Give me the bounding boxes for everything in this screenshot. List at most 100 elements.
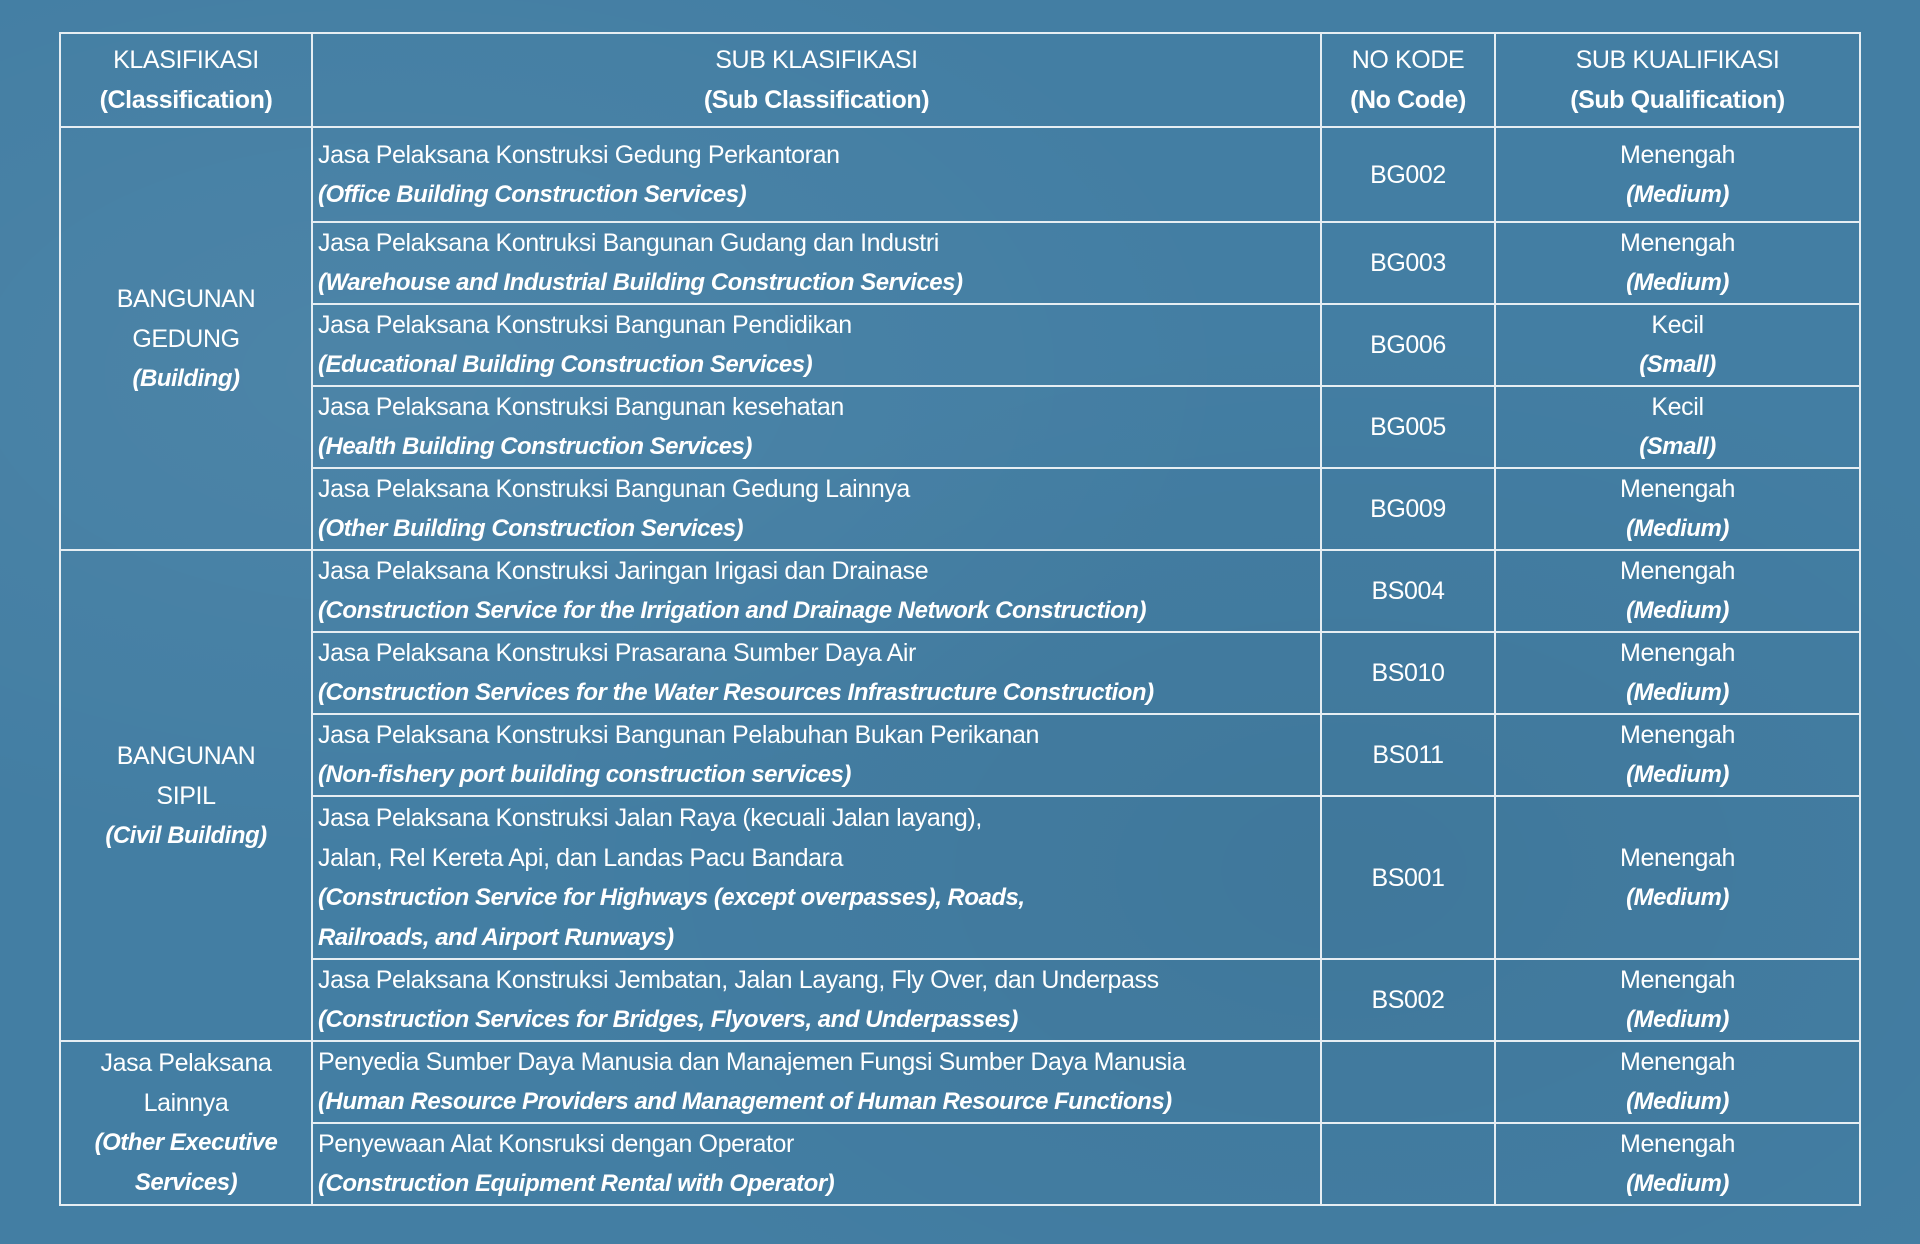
table-row: BANGUNAN GEDUNG (Building) Jasa Pelaksana K… [59, 126, 1861, 551]
sub-classification-en: (Educational Building Construction Servi… [318, 351, 813, 378]
classification-table: KLASIFIKASI (Classification) SUB KLASIFIK… [59, 32, 1861, 1206]
sub-classification-id: Penyedia Sumber Daya Manusia dan Manajem… [318, 1048, 1186, 1076]
table-row: Jasa Pelaksana Konstruksi Bangunan Gedun… [60, 467, 1861, 551]
header-text-en: (Classification) [99, 86, 273, 114]
classification-name-en: (Other Executive [94, 1129, 278, 1156]
sub-classification-en: (Construction Service for Highways (exce… [318, 883, 1025, 911]
classification-cell: BANGUNAN GEDUNG (Building) [59, 126, 313, 551]
qualification-cell: Menengah (Medium) [1494, 221, 1861, 305]
sub-classification-en: (Office Building Construction Services) [318, 180, 747, 208]
code-cell [1320, 1122, 1496, 1206]
header-text: SUB KUALIFIKASI [1575, 46, 1780, 74]
sub-classification-cell: Jasa Pelaksana Konstruksi Prasarana Sumb… [311, 631, 1322, 715]
sub-classification-cell: Jasa Pelaksana Konstruksi Jaringan Iriga… [311, 549, 1322, 633]
sub-classification-id: Penyewaan Alat Konsruksi dengan Operator [318, 1130, 794, 1158]
table-row: Jasa Pelaksana Konstruksi Prasarana Sumb… [60, 631, 1861, 715]
qualification-cell: Kecil (Small) [1494, 385, 1861, 469]
qualification-en: (Medium) [1626, 883, 1729, 911]
qualification-cell: Menengah (Medium) [1494, 795, 1861, 960]
sub-classification-cell: Jasa Pelaksana Konstruksi Bangunan keseh… [311, 385, 1322, 469]
code: BS002 [1371, 986, 1445, 1014]
classification-name: BANGUNAN [116, 284, 256, 313]
qualification-en: (Medium) [1626, 1006, 1729, 1033]
sub-classification-cell: Jasa Pelaksana Kontruksi Bangunan Gudang… [311, 221, 1322, 305]
header-text: SUB KLASIFIKASI [715, 46, 918, 74]
header-sub-qualification: SUB KUALIFIKASI (Sub Qualification) [1494, 32, 1861, 128]
qualification: Menengah [1620, 475, 1735, 503]
sub-classification-en: (Health Building Construction Services) [318, 433, 752, 460]
qualification: Menengah [1620, 721, 1735, 749]
table-row: Jasa Pelaksana Lainnya (Other Executive Ser… [59, 1040, 1861, 1206]
code: BS011 [1372, 741, 1444, 769]
code: BG002 [1370, 160, 1446, 189]
qualification: Menengah [1620, 639, 1735, 667]
classification-name-en: (Building) [132, 364, 240, 392]
code-cell: BS010 [1320, 631, 1496, 715]
code-cell: BG005 [1320, 385, 1496, 469]
sub-classification-en: (Non-fishery port building construction … [318, 761, 851, 788]
sub-classification-en: (Construction Services for the Water Res… [318, 679, 1154, 706]
qualification-cell: Menengah (Medium) [1494, 631, 1861, 715]
classification-name: BANGUNAN [116, 741, 256, 770]
sub-classification-cell: Jasa Pelaksana Konstruksi Jembatan, Jala… [311, 958, 1322, 1042]
qualification: Menengah [1620, 229, 1735, 257]
qualification-cell: Menengah (Medium) [1494, 958, 1861, 1042]
table-row: Jasa Pelaksana Kontruksi Bangunan Gudang… [60, 221, 1861, 305]
header-row: KLASIFIKASI (Classification) SUB KLASIFIK… [59, 32, 1861, 128]
code: BS010 [1371, 659, 1445, 687]
qualification-cell: Kecil (Small) [1494, 303, 1861, 387]
table-row: Jasa Pelaksana Konstruksi Bangunan Pelab… [60, 713, 1861, 797]
table-row: Jasa Pelaksana Konstruksi Jembatan, Jala… [60, 958, 1861, 1042]
sub-classification-cell: Penyewaan Alat Konsruksi dengan Operator… [311, 1122, 1322, 1206]
sub-classification-cell: Jasa Pelaksana Konstruksi Gedung Perkant… [311, 126, 1322, 223]
code: BS004 [1371, 577, 1445, 605]
sub-classification-en: (Human Resource Providers and Management… [318, 1088, 1172, 1115]
qualification-cell: Menengah (Medium) [1494, 1122, 1861, 1206]
sub-classification-id: Jasa Pelaksana Konstruksi Bangunan Gedun… [318, 475, 910, 503]
sub-classification-id: Jasa Pelaksana Konstruksi Jembatan, Jala… [318, 966, 1159, 994]
code: BG003 [1370, 249, 1446, 277]
code-cell: BS011 [1320, 713, 1496, 797]
sub-classification-cell: Jasa Pelaksana Konstruksi Jalan Raya (ke… [311, 795, 1322, 960]
sub-classification-en: (Construction Equipment Rental with Oper… [318, 1170, 835, 1197]
classification-name: GEDUNG [132, 324, 240, 353]
qualification: Menengah [1620, 1048, 1735, 1076]
code-cell: BS002 [1320, 958, 1496, 1042]
code-cell: BG003 [1320, 221, 1496, 305]
table-row: BANGUNAN SIPIL (Civil Building) Jasa Pelaks… [59, 549, 1861, 1042]
table-row: Jasa Pelaksana Konstruksi Bangunan Pendi… [60, 303, 1861, 387]
qualification-en: (Medium) [1626, 269, 1729, 296]
code-cell: BG009 [1320, 467, 1496, 551]
qualification-en: (Medium) [1626, 761, 1729, 788]
sub-classification-id: Jasa Pelaksana Konstruksi Gedung Perkant… [318, 140, 840, 169]
sub-classification-cell: Jasa Pelaksana Konstruksi Bangunan Pendi… [311, 303, 1322, 387]
qualification-cell: Menengah (Medium) [1494, 1040, 1861, 1124]
code: BG005 [1370, 413, 1446, 441]
code-cell: BS001 [1320, 795, 1496, 960]
header-text-en: (Sub Qualification) [1570, 86, 1785, 114]
sub-classification-id: Jasa Pelaksana Konstruksi Bangunan Pelab… [318, 721, 1039, 749]
classification-name-en: Services) [134, 1169, 238, 1196]
code: BG006 [1370, 331, 1446, 359]
table-row: Penyewaan Alat Konsruksi dengan Operator… [60, 1122, 1861, 1206]
code-cell [1320, 1040, 1496, 1124]
header-text: NO KODE [1351, 46, 1465, 74]
qualification-cell: Menengah (Medium) [1494, 713, 1861, 797]
sub-classification-en: Railroads, and Airport Runways) [318, 923, 674, 951]
qualification: Kecil [1651, 393, 1704, 421]
qualification-cell: Menengah (Medium) [1494, 467, 1861, 551]
code: BG009 [1370, 495, 1446, 523]
header-code: NO KODE (No Code) [1320, 32, 1496, 128]
sub-classification-id: Jasa Pelaksana Konstruksi Prasarana Sumb… [318, 639, 916, 667]
sub-classification-id: Jasa Pelaksana Konstruksi Jaringan Iriga… [318, 557, 929, 585]
classification-name: SIPIL [156, 781, 216, 810]
qualification-en: (Medium) [1626, 180, 1729, 208]
qualification: Menengah [1620, 843, 1735, 872]
qualification: Menengah [1620, 140, 1735, 169]
classification-cell: BANGUNAN SIPIL (Civil Building) [59, 549, 313, 1042]
qualification-en: (Medium) [1626, 597, 1729, 624]
qualification: Menengah [1620, 1130, 1735, 1158]
qualification: Menengah [1620, 557, 1735, 585]
code-cell: BS004 [1320, 549, 1496, 633]
sub-classification-id: Jasa Pelaksana Konstruksi Bangunan keseh… [318, 393, 844, 421]
